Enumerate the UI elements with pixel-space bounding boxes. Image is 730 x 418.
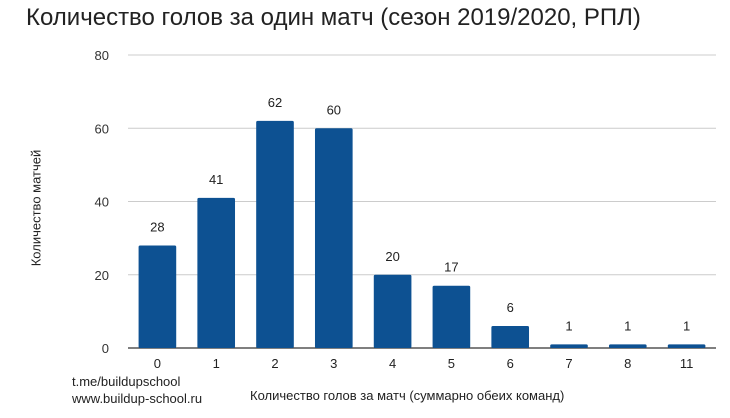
- bars: [138, 120, 706, 348]
- bar: [491, 326, 530, 348]
- x-tick-label: 2: [271, 356, 278, 371]
- bar: [432, 285, 471, 348]
- data-label: 6: [507, 300, 514, 315]
- y-axis-label: Количество матчей: [28, 149, 44, 267]
- x-tick-label: 8: [624, 356, 631, 371]
- bar: [197, 197, 236, 348]
- x-tick-label: 11: [680, 356, 694, 371]
- y-tick-label: 60: [95, 121, 109, 136]
- data-label: 62: [268, 95, 282, 110]
- data-label: 17: [444, 260, 458, 275]
- data-label: 60: [327, 102, 341, 117]
- x-tick-label: 5: [448, 356, 455, 371]
- x-tick-label: 0: [154, 356, 161, 371]
- x-axis-label: Количество голов за матч (суммарно обеих…: [250, 388, 565, 403]
- data-label: 41: [209, 172, 223, 187]
- bar: [373, 274, 412, 348]
- bar: [667, 344, 706, 348]
- bar: [256, 120, 294, 348]
- data-label: 20: [385, 249, 399, 264]
- bar: [608, 344, 647, 348]
- x-tick-label: 6: [507, 356, 514, 371]
- data-label: 1: [624, 318, 631, 333]
- x-tick-label: 7: [565, 356, 572, 371]
- data-labels: 28 41 62 60 20 17 6 1 1 1: [150, 95, 690, 333]
- y-tick-label: 0: [102, 341, 109, 356]
- data-label: 1: [683, 318, 690, 333]
- credit-website: www.buildup-school.ru: [72, 391, 203, 406]
- x-tick-label: 1: [213, 356, 220, 371]
- chart-title: Количество голов за один матч (сезон 201…: [26, 4, 641, 31]
- bar: [314, 128, 353, 348]
- y-tick-label: 40: [95, 195, 109, 210]
- x-axis-ticks: 0 1 2 3 4 5 6 7 8 11: [154, 356, 694, 371]
- x-tick-label: 3: [330, 356, 337, 371]
- y-tick-label: 80: [95, 48, 109, 63]
- y-axis-ticks: 0 20 40 60 80: [95, 48, 109, 356]
- y-tick-label: 20: [95, 268, 109, 283]
- x-tick-label: 4: [389, 356, 396, 371]
- credit-telegram: t.me/buildupschool: [72, 374, 181, 389]
- bar: [550, 344, 588, 348]
- data-label: 28: [150, 219, 164, 234]
- bar: [138, 245, 177, 348]
- data-label: 1: [565, 318, 572, 333]
